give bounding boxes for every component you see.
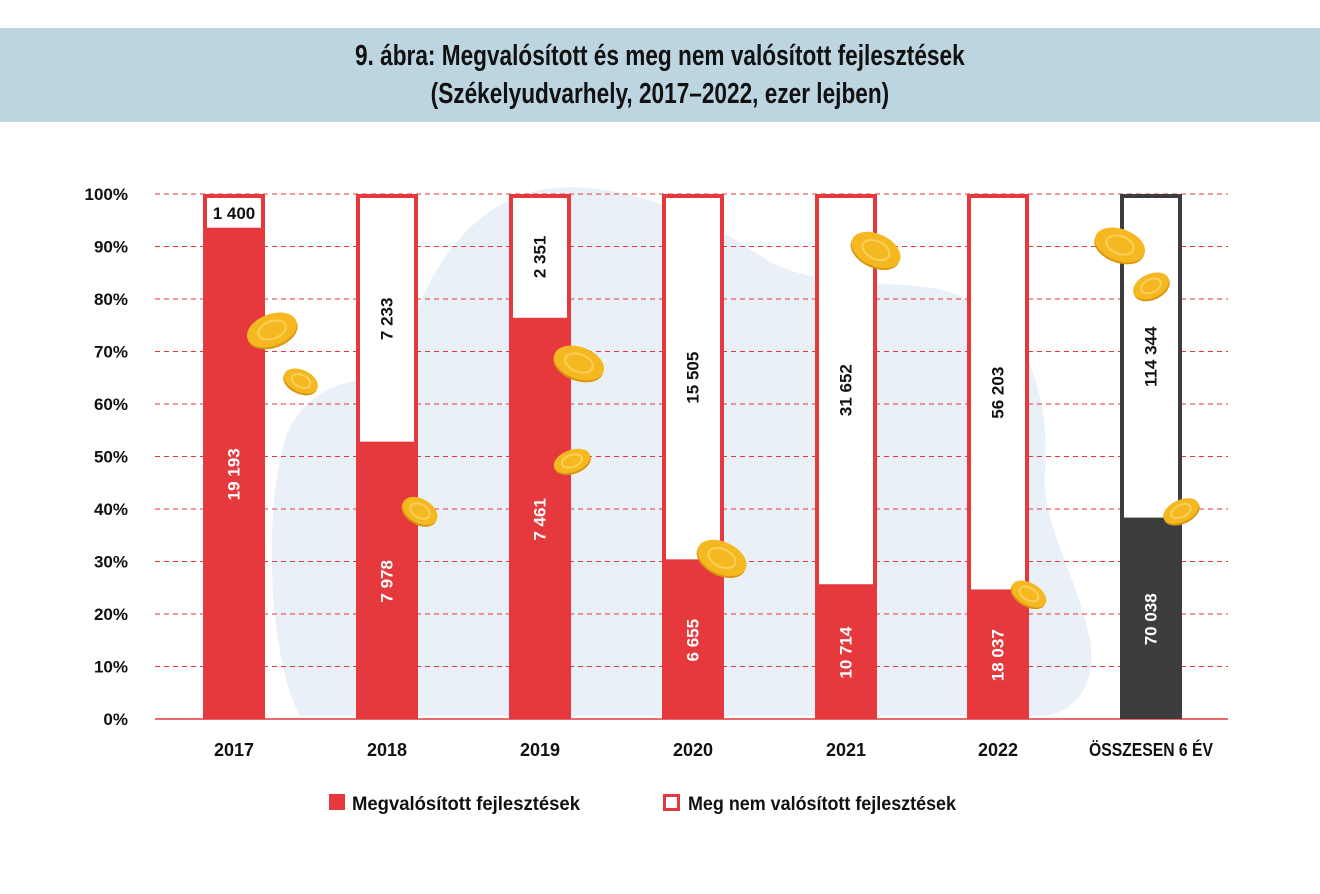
bar-realized [509, 319, 571, 719]
category-label: 2017 [214, 740, 254, 760]
data-label-unrealized: 56 203 [989, 367, 1008, 419]
data-label-realized: 6 655 [684, 619, 703, 662]
y-tick-label: 10% [94, 658, 128, 677]
coin-icon [696, 539, 747, 579]
legend-swatch-realized [329, 794, 345, 810]
y-tick-label: 70% [94, 343, 128, 362]
coin-icon [850, 231, 901, 271]
data-label-unrealized-box [208, 200, 260, 226]
category-label: 2021 [826, 740, 866, 760]
title-bar: 9. ábra: Megvalósított és meg nem valósí… [0, 28, 1320, 122]
coin-ring [861, 238, 891, 262]
category-label: 2020 [673, 740, 713, 760]
coin-icon [1094, 227, 1146, 265]
legend-layer: Megvalósított fejlesztések Meg nem valós… [329, 794, 956, 815]
y-tick-label: 90% [94, 238, 128, 257]
bar-realized [203, 229, 265, 719]
bar-realized [356, 443, 418, 719]
y-tick-label: 60% [94, 395, 128, 414]
coins-layer [246, 227, 1200, 610]
data-label-realized: 18 037 [989, 629, 1008, 681]
bar-unrealized [509, 194, 571, 322]
data-label-realized: 7 978 [378, 560, 397, 603]
y-tick-label: 0% [103, 710, 128, 729]
coin-ring [409, 502, 431, 520]
bar-realized [815, 586, 877, 719]
coin-face [851, 231, 901, 269]
legend-swatch-unrealized [663, 794, 680, 811]
y-tick-label: 80% [94, 290, 128, 309]
coin-icon [1010, 580, 1047, 610]
data-label-unrealized: 31 652 [837, 364, 856, 416]
coin-ring [707, 546, 737, 570]
bars-layer [203, 194, 1182, 719]
bar-realized [967, 591, 1029, 719]
y-tick-label: 100% [85, 185, 128, 204]
coin-ring [1140, 277, 1162, 295]
data-label-unrealized: 7 233 [378, 298, 397, 341]
data-label-unrealized: 114 344 [1142, 326, 1161, 387]
coin-ring [290, 373, 312, 389]
coin-ring [560, 453, 584, 469]
category-label: 2018 [367, 740, 407, 760]
coin-face [697, 539, 747, 577]
coin-ring [1170, 502, 1192, 520]
bar-unrealized [967, 194, 1029, 594]
chart-title-line1: 9. ábra: Megvalósított és meg nem valósí… [355, 40, 965, 72]
data-label-unrealized: 15 505 [684, 352, 703, 404]
y-tick-label: 50% [94, 448, 128, 467]
bar-realized [662, 561, 724, 719]
coin-ring [1105, 234, 1135, 256]
coin-face [553, 345, 605, 381]
bar-unrealized [356, 194, 418, 446]
data-label-realized: 70 038 [1142, 593, 1161, 645]
y-tick-label: 20% [94, 605, 128, 624]
y-tick-label: 40% [94, 500, 128, 519]
coin-icon [553, 345, 605, 383]
bar-unrealized [662, 194, 724, 564]
chart-title-line2: (Székelyudvarhely, 2017–2022, ezer lejbe… [430, 78, 890, 110]
coin-ring [1018, 585, 1040, 603]
category-label: 2022 [978, 740, 1018, 760]
coin-face [1133, 272, 1169, 300]
y-tick-label: 30% [94, 553, 128, 572]
category-label: 2019 [520, 740, 560, 760]
coin-icon [1163, 498, 1200, 526]
data-label-realized: 10 714 [837, 626, 856, 679]
coin-icon [553, 448, 591, 476]
coin-icon [401, 496, 438, 527]
coin-icon [246, 312, 298, 350]
data-label-realized: 7 461 [531, 498, 550, 541]
coin-icon [1133, 272, 1170, 302]
data-label-unrealized: 2 351 [531, 236, 550, 279]
legend-label-realized: Megvalósított fejlesztések [352, 794, 580, 815]
coin-face [1094, 227, 1146, 263]
data-label-realized: 19 193 [225, 448, 244, 500]
category-label: ÖSSZESEN 6 ÉV [1089, 739, 1213, 760]
coin-ring [564, 352, 594, 374]
data-label-unrealized: 1 400 [213, 204, 256, 223]
coin-ring [257, 319, 287, 341]
legend-label-unrealized: Meg nem valósított fejlesztések [688, 794, 956, 815]
bar-realized [1120, 519, 1182, 719]
coin-face [246, 312, 298, 348]
labels-layer: 0% 10% 20% 30% 40% 50% 60% 70% 80% 90% 100% 19 193 1… [85, 185, 1213, 760]
coin-icon [283, 368, 318, 396]
